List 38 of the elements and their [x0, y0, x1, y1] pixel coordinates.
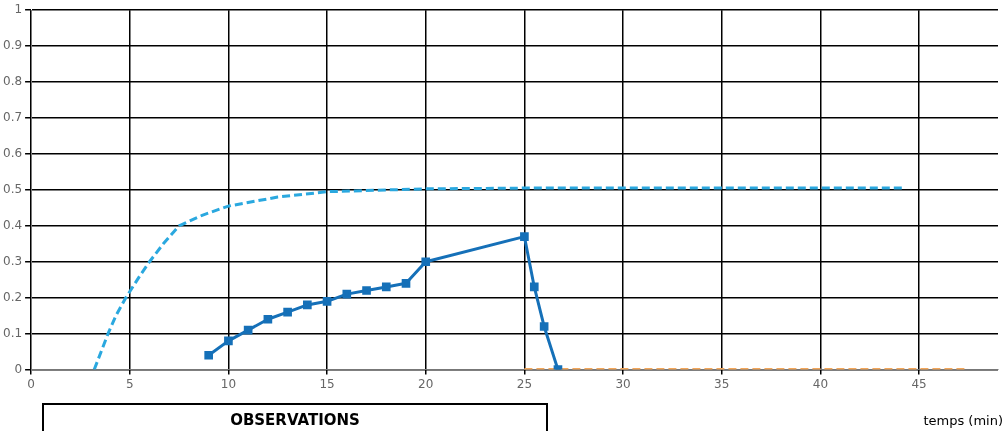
x-tick-label: 15	[319, 376, 335, 391]
point	[204, 350, 214, 360]
x-tick-label: 0	[27, 376, 35, 391]
point	[283, 307, 292, 317]
text: OBSERVATIONS	[42, 403, 548, 431]
x-tick-label: 5	[125, 376, 134, 391]
y-tick-label: 0.2	[2, 289, 23, 304]
point	[539, 322, 549, 331]
point	[401, 279, 411, 288]
point	[342, 289, 352, 299]
x-tick-label: 30	[615, 376, 631, 391]
y-tick-label: 0.1	[2, 325, 23, 340]
point	[381, 282, 391, 292]
y-tick-label: 0.9	[2, 38, 23, 53]
x-axis-title: temps (min)	[923, 413, 1003, 428]
point	[303, 300, 312, 310]
x-tick-label: 25	[516, 376, 533, 391]
y-tick-label: 0.5	[2, 182, 23, 197]
y-tick-label: 0.7	[2, 110, 23, 125]
point	[421, 257, 431, 267]
point	[529, 282, 539, 292]
y-tick-label: 0.4	[2, 217, 23, 232]
point	[520, 232, 529, 241]
x-tick-label: 35	[714, 376, 730, 391]
point	[362, 286, 371, 295]
y-tick-label: 0.3	[2, 253, 23, 268]
y-tick-label: 0.6	[2, 146, 23, 161]
point	[263, 314, 273, 324]
point	[243, 325, 253, 335]
x-tick-label: 20	[418, 376, 434, 391]
y-tick-label: 0.8	[2, 74, 23, 89]
y-tick-label: 0	[14, 361, 23, 376]
y-tick-label: 1	[14, 2, 23, 17]
x-tick-label: 40	[812, 376, 829, 391]
x-tick-label: 45	[911, 376, 927, 391]
x-tick-label: 10	[220, 376, 237, 391]
point	[224, 336, 233, 346]
point	[322, 296, 332, 306]
